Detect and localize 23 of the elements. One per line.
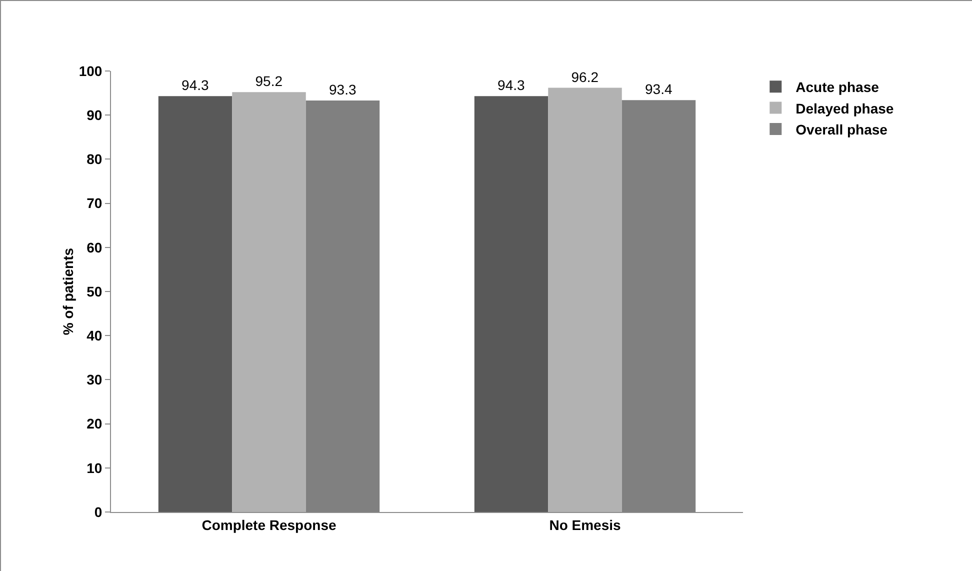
data-label: 94.3	[498, 77, 525, 94]
y-tick-label: 70	[86, 195, 102, 212]
data-label: 93.3	[329, 82, 356, 98]
y-tick-label: 30	[86, 372, 102, 388]
y-tick-label: 40	[86, 328, 102, 344]
y-tick-label: 80	[86, 151, 102, 168]
x-tick-label: No Emesis	[549, 516, 622, 533]
legend-label: Delayed phase	[796, 100, 894, 116]
y-tick-label: 60	[86, 239, 102, 256]
data-label: 94.3	[182, 77, 209, 94]
legend-label: Acute phase	[796, 79, 880, 96]
y-tick-label: 50	[86, 283, 102, 300]
legend-label: Overall phase	[796, 121, 888, 138]
y-tick-label: 90	[86, 107, 102, 123]
data-label: 93.4	[645, 81, 672, 98]
y-tick-label: 20	[86, 416, 102, 432]
y-tick-label: 100	[78, 62, 102, 79]
data-label: 95.2	[255, 73, 283, 90]
y-tick-label: 10	[86, 460, 102, 476]
x-tick-label: Complete Response	[202, 516, 337, 533]
data-label: 96.2	[571, 68, 599, 85]
y-axis-title: % of patients	[60, 248, 76, 336]
y-tick-label: 0	[94, 504, 102, 520]
